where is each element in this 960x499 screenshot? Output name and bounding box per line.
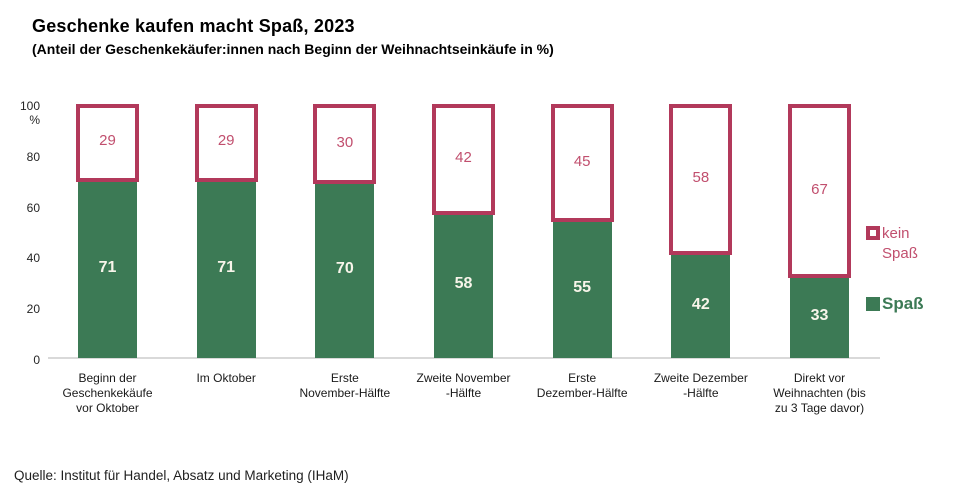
- bar-value-spass: 55: [573, 279, 592, 297]
- legend-label: Spaß: [882, 294, 924, 313]
- bar-segment-spass: [671, 251, 731, 358]
- chart-subtitle: (Anteil der Geschenkekäufer:innen nach B…: [32, 41, 554, 57]
- bar-segment-spass: [434, 210, 493, 358]
- y-tick-label: 100: [19, 99, 40, 113]
- y-tick-label: 20: [26, 302, 40, 317]
- legend-item-kein-spass: kein Spaß: [866, 224, 918, 264]
- bar-segment-kein-spass: [788, 104, 851, 279]
- x-category-label: Zweite Dezember -Hälfte: [653, 371, 748, 400]
- y-axis-unit-label: %: [29, 113, 40, 127]
- x-category-label: Beginn der Geschenkekäufe vor Oktober: [62, 371, 153, 415]
- bar-value-kein-spass: 29: [217, 132, 235, 150]
- x-category-label: Direkt vor Weihnachten (bis zu 3 Tage davo…: [773, 371, 866, 415]
- bar-value-kein-spass: 42: [455, 148, 472, 166]
- x-category-label: Erste Dezember-Hälfte: [536, 371, 628, 400]
- x-category-label: Zweite November -Hälfte: [416, 371, 511, 400]
- bar-segment-kein-spass: [313, 104, 377, 185]
- y-tick-label: 0: [33, 353, 40, 367]
- y-tick-label: 40: [26, 251, 40, 266]
- bar-value-spass: 42: [691, 295, 710, 313]
- bar-value-spass: 71: [217, 258, 236, 276]
- bar-segment-spass: [552, 218, 612, 358]
- bar-value-kein-spass: 67: [811, 180, 828, 198]
- bar-segment-kein-spass: [432, 104, 495, 215]
- x-category-label: Erste November-Hälfte: [299, 371, 391, 400]
- legend-swatch-outline-icon: [866, 226, 880, 240]
- bar-value-spass: 33: [810, 307, 829, 325]
- bar-value-kein-spass: 45: [573, 152, 591, 170]
- bar-segment-spass: [790, 274, 849, 358]
- chart-title: Geschenke kaufen macht Spaß, 2023: [32, 16, 355, 36]
- bar-value-spass: 58: [454, 275, 473, 293]
- x-category-label: Im Oktober: [196, 371, 256, 385]
- x-axis-line: [48, 357, 880, 359]
- legend-item-spass: Spaß: [866, 295, 924, 313]
- bar-segment-kein-spass: [550, 104, 614, 223]
- y-tick-label: 80: [26, 149, 40, 164]
- bar-value-spass: 70: [335, 260, 354, 278]
- bar-value-kein-spass: 58: [692, 169, 710, 187]
- legend-swatch-solid-icon: [866, 297, 880, 311]
- bar-value-kein-spass: 30: [336, 133, 354, 151]
- bar-segment-spass: [196, 177, 256, 358]
- source-note: Quelle: Institut für Handel, Absatz und …: [14, 468, 349, 483]
- y-tick-label: 60: [26, 200, 40, 215]
- bar-segment-kein-spass: [76, 104, 139, 182]
- bar-value-kein-spass: 29: [99, 132, 116, 150]
- legend-label: kein Spaß: [882, 225, 918, 262]
- bar-segment-spass: [315, 180, 375, 358]
- bar-segment-spass: [78, 177, 137, 358]
- bar-segment-kein-spass: [669, 104, 733, 256]
- bar-segment-kein-spass: [194, 104, 258, 182]
- bar-value-spass: 71: [98, 258, 117, 276]
